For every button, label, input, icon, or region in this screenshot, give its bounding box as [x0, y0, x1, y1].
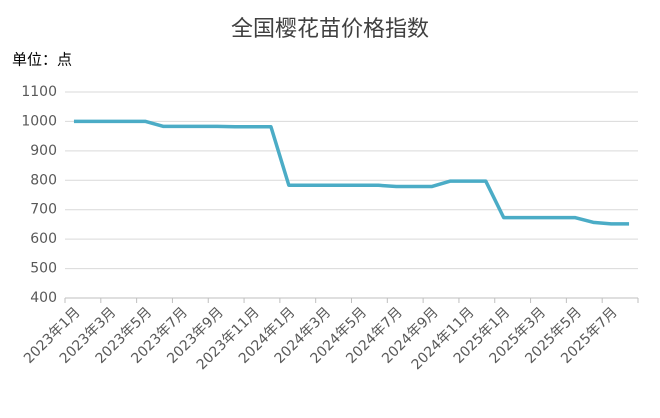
y-tick-label: 700 [30, 202, 57, 218]
y-tick-label: 900 [30, 143, 57, 159]
y-tick-label: 500 [30, 261, 57, 277]
data-line [73, 119, 630, 226]
y-tick-label: 1000 [21, 113, 57, 129]
y-tick-label: 1100 [21, 84, 57, 100]
chart-title: 全国樱花苗价格指数 [231, 17, 429, 42]
y-tick-label: 400 [30, 290, 57, 306]
y-tick-label: 800 [30, 172, 57, 188]
unit-label: 单位：点 [12, 51, 72, 69]
y-tick-label: 600 [30, 231, 57, 247]
